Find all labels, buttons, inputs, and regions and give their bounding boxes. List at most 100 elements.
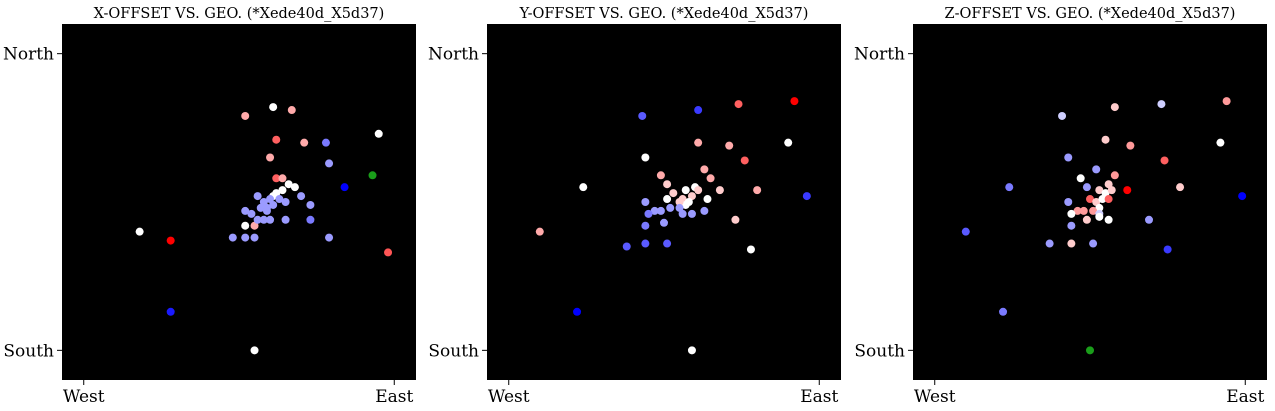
x-tick-label: East (375, 387, 413, 407)
scatter-point (573, 307, 582, 316)
scatter-point (228, 233, 237, 242)
scatter-point (641, 221, 650, 230)
scatter-point (1082, 215, 1091, 224)
scatter-point (687, 346, 696, 355)
chart-x-offset: X-OFFSET VS. GEO. (*Xede40d_X5d37) North S… (3, 6, 416, 407)
scatter-point (278, 186, 287, 195)
panel-x-offset: X-OFFSET VS. GEO. (*Xede40d_X5d37) North S… (0, 0, 425, 411)
scatter-point (644, 209, 653, 218)
scatter-point (1157, 100, 1166, 109)
scatter-point (1095, 203, 1104, 212)
scatter-point (250, 346, 259, 355)
scatter-point (325, 233, 334, 242)
scatter-point (166, 307, 175, 316)
scatter-point (700, 206, 709, 215)
scatter-point (241, 233, 250, 242)
scatter-point (1104, 195, 1113, 204)
scatter-point (1089, 206, 1098, 215)
scatter-point (641, 239, 650, 248)
chart-z-offset: Z-OFFSET VS. GEO. (*Xede40d_X5d37) North S… (854, 6, 1267, 407)
scatter-point (734, 100, 743, 109)
scatter-point (1086, 346, 1094, 355)
scatter-point (259, 215, 268, 224)
scatter-point (746, 245, 755, 254)
scatter-point (1176, 183, 1185, 192)
scatter-point (725, 141, 734, 150)
scatter-point (1092, 165, 1101, 174)
scatter-point (1045, 239, 1054, 248)
x-tick-label: East (1226, 387, 1264, 407)
scatter-point (1160, 156, 1169, 165)
scatter-point (284, 180, 293, 189)
scatter-point (663, 195, 672, 204)
scatter-point (784, 138, 793, 147)
scatter-point (638, 111, 647, 120)
scatter-point (1067, 239, 1076, 248)
scatter-point (703, 195, 712, 204)
y-tick-label: South (428, 341, 479, 361)
scatter-point (1095, 186, 1104, 195)
scatter-point (290, 183, 299, 192)
scatter-point (1126, 141, 1135, 150)
scatter-point (641, 153, 650, 162)
scatter-point (1098, 195, 1107, 204)
scatter-point (579, 183, 588, 192)
chart-title: X-OFFSET VS. GEO. (*Xede40d_X5d37) (94, 6, 385, 22)
scatter-point (1238, 192, 1247, 201)
scatter-point (656, 171, 665, 180)
scatter-point (256, 203, 265, 212)
scatter-point (368, 171, 377, 180)
x-tick-label: West (63, 387, 105, 407)
scatter-point (272, 174, 281, 183)
scatter-point (297, 192, 306, 201)
scatter-point (266, 215, 275, 224)
scatter-point (262, 206, 271, 215)
y-tick-label: North (3, 45, 54, 65)
scatter-point (678, 209, 687, 218)
scatter-point (740, 156, 749, 165)
scatter-point (753, 186, 762, 195)
scatter-point (241, 111, 250, 120)
scatter-point (694, 138, 703, 147)
scatter-point (1067, 221, 1076, 230)
scatter-point (650, 206, 659, 215)
chart-title: Y-OFFSET VS. GEO. (*Xede40d_X5d37) (519, 6, 809, 22)
scatter-point (1216, 138, 1225, 147)
scatter-point (715, 186, 724, 195)
scatter-point (306, 215, 315, 224)
y-tick-label: North (428, 45, 479, 65)
scatter-point (1110, 171, 1119, 180)
scatter-point (266, 153, 275, 162)
scatter-point (694, 106, 703, 115)
scatter-point (269, 103, 278, 112)
scatter-point (266, 195, 275, 204)
panel-y-offset: Y-OFFSET VS. GEO. (*Xede40d_X5d37) North S… (425, 0, 850, 411)
scatter-point (1123, 186, 1132, 195)
plot-area (487, 24, 841, 380)
scatter-point (687, 192, 696, 201)
scatter-point (281, 215, 290, 224)
scatter-point (1086, 195, 1094, 204)
scatter-point (622, 242, 631, 251)
scatter-point (663, 180, 672, 189)
scatter-point (374, 129, 383, 138)
scatter-point (269, 200, 278, 209)
x-tick-label: West (914, 387, 956, 407)
scatter-point (656, 206, 665, 215)
scatter-point (1095, 212, 1104, 221)
scatter-point (1064, 198, 1073, 206)
x-tick-label: West (488, 387, 530, 407)
scatter-point (1101, 189, 1110, 198)
scatter-point (275, 195, 284, 204)
scatter-point (669, 189, 678, 198)
scatter-point (666, 203, 675, 212)
scatter-point (321, 138, 330, 147)
scatter-point (999, 307, 1008, 316)
scatter-point (1110, 103, 1119, 112)
scatter-point (250, 233, 259, 242)
scatter-point (166, 236, 175, 245)
scatter-point (300, 138, 309, 147)
scatter-point (1163, 245, 1172, 254)
scatter-point (241, 221, 250, 230)
scatter-point (241, 206, 250, 215)
